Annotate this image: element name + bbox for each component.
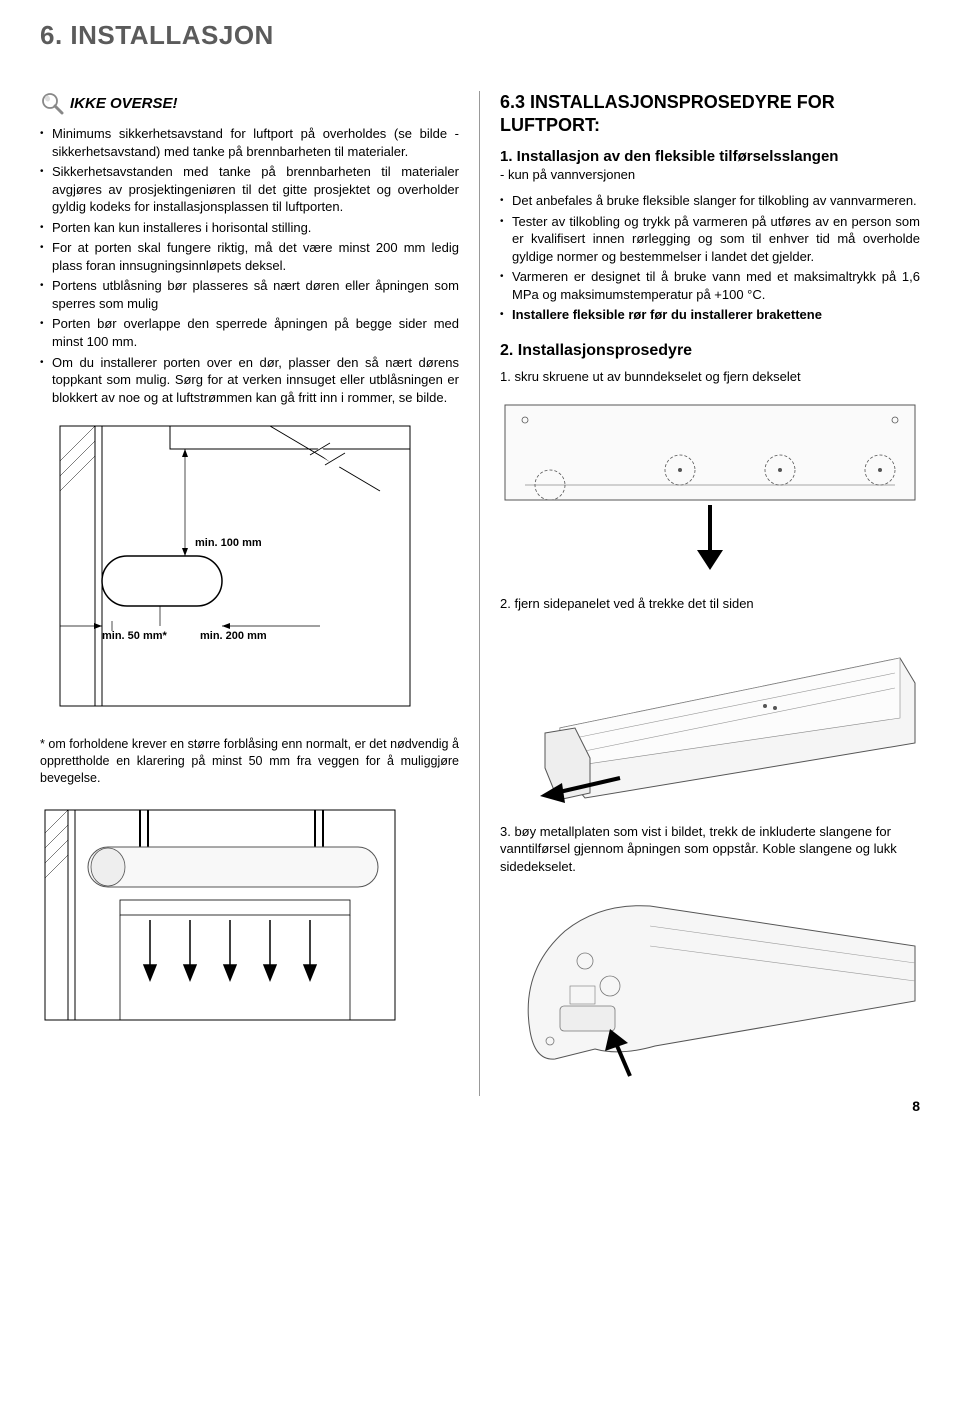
right-bullet-list: Det anbefales å bruke fleksible slanger … (500, 192, 920, 324)
column-divider (479, 91, 480, 1096)
page-title: 6. INSTALLASJON (40, 20, 920, 51)
left-bullet-list: Minimums sikkerhetsavstand for luftport … (40, 125, 459, 406)
step2-diagram (500, 628, 920, 808)
section-6-3-title: 6.3 INSTALLASJONSPROSEDYRE FOR LUFTPORT: (500, 91, 920, 136)
step3-diagram (500, 891, 920, 1081)
list-item: Minimums sikkerhetsavstand for luftport … (40, 125, 459, 160)
notice-callout: IKKE OVERSE! (40, 91, 459, 115)
list-item-bold: Installere fleksible rør før du installe… (500, 306, 920, 324)
footnote-text: * om forholdene krever en større forblås… (40, 736, 459, 787)
left-column: IKKE OVERSE! Minimums sikkerhetsavstand … (40, 91, 459, 1096)
list-item: Varmeren er designet til å bruke vann me… (500, 268, 920, 303)
page-number: 8 (912, 1098, 920, 1114)
step1-diagram (500, 400, 920, 580)
step-1-text: 1. skru skruene ut av bunndekselet og fj… (500, 368, 920, 386)
list-item: Det anbefales å bruke fleksible slanger … (500, 192, 920, 210)
two-column-layout: IKKE OVERSE! Minimums sikkerhetsavstand … (40, 91, 920, 1096)
list-item: Porten kan kun installeres i horisontal … (40, 219, 459, 237)
list-item: Tester av tilkobling og trykk på varmere… (500, 213, 920, 266)
step-3-text: 3. bøy metallplaten som vist i bildet, t… (500, 823, 920, 876)
sub-1-title: 1. Installasjon av den fleksible tilførs… (500, 148, 920, 165)
dim-label-100: min. 100 mm (195, 537, 262, 549)
clearance-diagram: min. 100 mm min. 50 mm* min. 200 mm (40, 421, 420, 721)
sub-1-note: - kun på vannversjonen (500, 167, 920, 182)
list-item: Sikkerhetsavstanden med tanke på brennba… (40, 163, 459, 216)
list-item: For at porten skal fungere riktig, må de… (40, 239, 459, 274)
list-item: Om du installerer porten over en dør, pl… (40, 354, 459, 407)
sub-2-title: 2. Installasjonsprosedyre (500, 342, 920, 360)
airflow-diagram (40, 805, 400, 1025)
magnifier-icon (40, 91, 64, 115)
step-2-text: 2. fjern sidepanelet ved å trekke det ti… (500, 595, 920, 613)
list-item: Portens utblåsning bør plasseres så nært… (40, 277, 459, 312)
right-column: 6.3 INSTALLASJONSPROSEDYRE FOR LUFTPORT:… (500, 91, 920, 1096)
list-item: Porten bør overlappe den sperrede åpning… (40, 315, 459, 350)
notice-label: IKKE OVERSE! (70, 95, 178, 112)
dim-label-200: min. 200 mm (200, 630, 267, 642)
dim-label-50: min. 50 mm* (102, 630, 168, 642)
